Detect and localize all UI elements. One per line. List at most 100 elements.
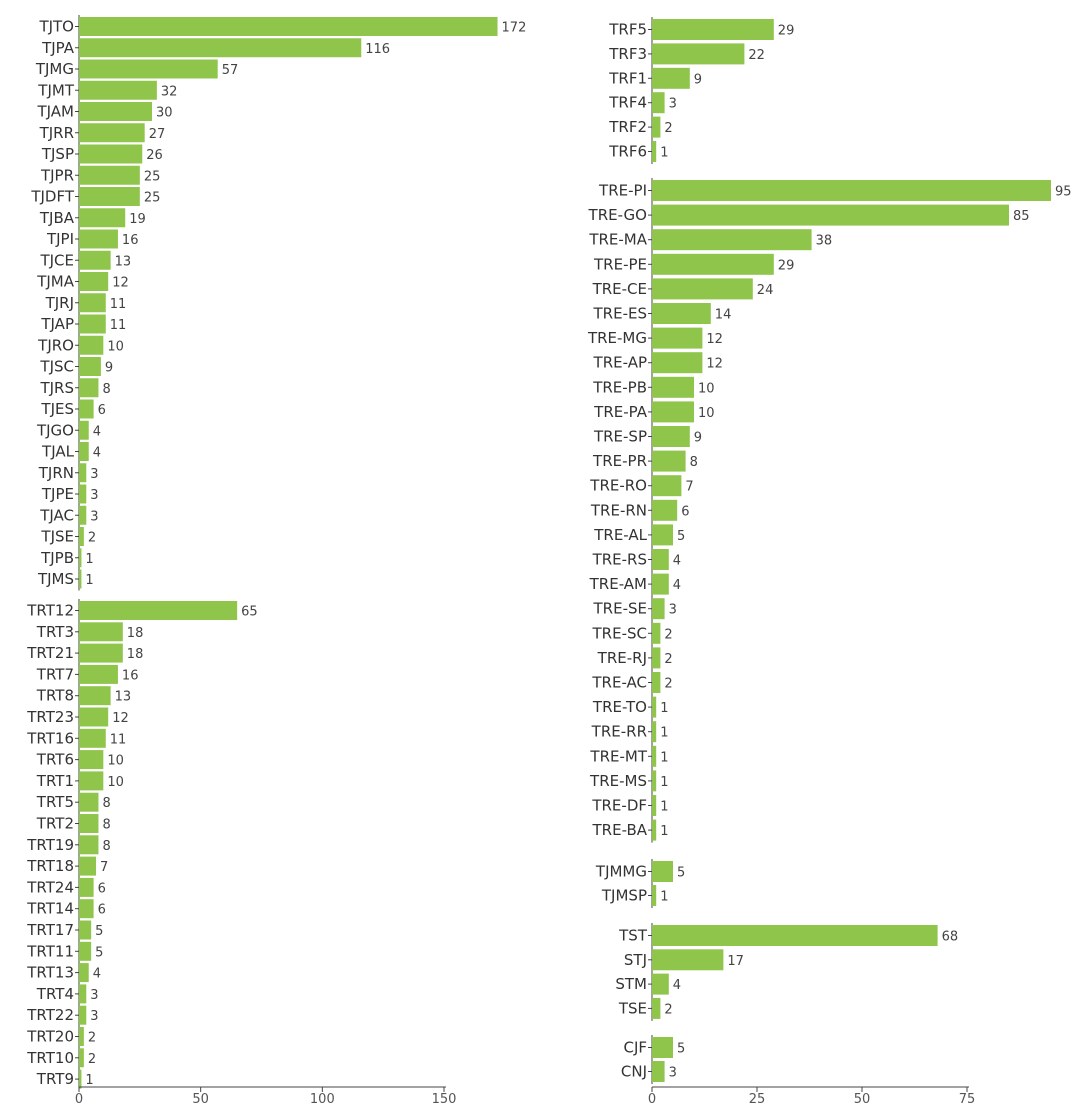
- category-label: CJF: [623, 1039, 647, 1057]
- category-label: TRE-ES: [593, 305, 647, 323]
- value-label: 16: [122, 233, 139, 248]
- value-label: 2: [664, 121, 672, 136]
- bar: [79, 463, 87, 483]
- category-label: TRT12: [26, 602, 74, 620]
- value-label: 1: [660, 890, 668, 905]
- bar: [652, 278, 753, 300]
- value-label: 57: [222, 63, 239, 78]
- value-label: 3: [90, 988, 98, 1003]
- bar: [652, 573, 669, 595]
- category-label: TST: [618, 927, 648, 945]
- bar: [652, 401, 694, 423]
- category-label: TJAC: [39, 506, 74, 524]
- bar: [79, 208, 126, 228]
- value-label: 2: [664, 652, 672, 667]
- bar: [79, 963, 89, 983]
- bar: [652, 549, 669, 570]
- category-label: TRT5: [36, 793, 74, 811]
- bar: [652, 43, 745, 65]
- value-label: 5: [677, 1042, 685, 1057]
- category-label: TRE-BA: [592, 821, 648, 839]
- bar: [79, 187, 140, 206]
- value-label: 1: [660, 775, 668, 790]
- category-label: TRT19: [26, 836, 74, 854]
- bar: [79, 102, 152, 121]
- value-label: 1: [660, 701, 668, 716]
- value-label: 11: [110, 732, 127, 747]
- bar-group: CJF 5 CNJ 3: [621, 1035, 685, 1084]
- bar: [79, 1027, 84, 1046]
- value-label: 68: [942, 930, 959, 945]
- value-label: 3: [669, 603, 677, 618]
- x-tick-label: 150: [432, 1092, 457, 1107]
- value-label: 24: [757, 283, 774, 298]
- bar: [652, 1061, 665, 1082]
- value-label: 4: [673, 978, 681, 993]
- category-label: TRE-AL: [593, 526, 647, 544]
- bar: [652, 647, 661, 669]
- category-label: TRT18: [26, 857, 74, 875]
- value-label: 1: [660, 824, 668, 839]
- value-label: 2: [664, 677, 672, 692]
- bar: [652, 672, 661, 693]
- bar: [652, 352, 703, 374]
- value-label: 3: [669, 1066, 677, 1081]
- bar: [79, 548, 82, 568]
- value-label: 4: [673, 578, 681, 593]
- value-label: 29: [778, 258, 795, 273]
- category-label: TRE-MS: [589, 772, 647, 790]
- category-label: TRE-MA: [588, 231, 647, 249]
- x-tick-label: 25: [749, 1092, 766, 1107]
- bar-group: TRF5 29 TRF3 22 TRF1 9 TRF4 3 TRF2 2 TRF6 1: [608, 17, 794, 164]
- category-label: TRT21: [26, 644, 74, 662]
- bar: [79, 17, 498, 36]
- category-label: TJDFT: [30, 188, 75, 206]
- bar: [652, 426, 690, 447]
- category-label: TRT22: [26, 1006, 74, 1024]
- value-label: 26: [146, 148, 163, 163]
- value-label: 12: [112, 276, 129, 291]
- bar-group: TST 68 STJ 17 STM 4 TSE 2: [615, 923, 958, 1021]
- bar: [652, 949, 724, 971]
- value-label: 6: [98, 881, 106, 896]
- value-label: 11: [110, 318, 127, 333]
- x-tick-label: 75: [959, 1092, 976, 1107]
- value-label: 5: [95, 924, 103, 939]
- category-label: STM: [615, 975, 647, 993]
- value-label: 2: [88, 1031, 96, 1046]
- category-label: TRT13: [26, 964, 74, 982]
- bar: [79, 1005, 87, 1025]
- value-label: 10: [107, 775, 124, 790]
- value-label: 1: [85, 573, 93, 588]
- bar: [79, 792, 99, 812]
- bar: [79, 856, 97, 876]
- bar: [79, 250, 111, 270]
- category-label: TRE-GO: [588, 206, 647, 224]
- bar: [79, 38, 362, 58]
- bar: [652, 475, 682, 497]
- category-label: TRT7: [36, 665, 74, 683]
- value-label: 10: [107, 754, 124, 769]
- value-label: 65: [241, 605, 258, 620]
- category-label: TRT4: [36, 985, 74, 1003]
- value-label: 4: [673, 554, 681, 569]
- category-label: TJMG: [35, 60, 74, 78]
- value-label: 172: [502, 21, 527, 36]
- value-label: 8: [102, 796, 110, 811]
- bar: [652, 861, 673, 882]
- bar: [79, 527, 84, 546]
- category-label: TJRR: [39, 124, 74, 142]
- value-label: 9: [694, 431, 702, 446]
- bar: [79, 569, 82, 589]
- bar: [652, 303, 711, 324]
- bar: [79, 80, 157, 100]
- category-label: TJAM: [36, 103, 74, 121]
- category-label: STJ: [624, 951, 647, 969]
- category-label: TRE-PB: [592, 378, 647, 396]
- value-label: 8: [690, 455, 698, 470]
- bar: [652, 327, 703, 349]
- category-label: TJPE: [41, 485, 74, 503]
